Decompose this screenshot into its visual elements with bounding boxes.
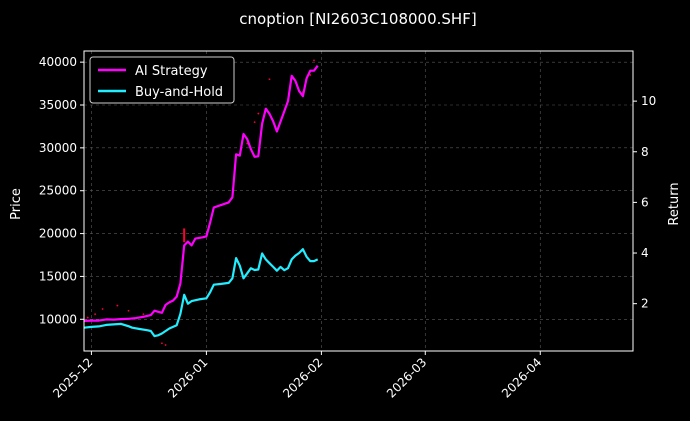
y-tick-label: 30000 xyxy=(39,141,77,155)
scatter-point xyxy=(313,59,315,62)
scatter-point xyxy=(101,308,104,310)
y2-axis-title: Return xyxy=(667,182,682,225)
y-axis-title: Price xyxy=(9,188,24,220)
scatter-point xyxy=(127,309,130,312)
y-tick-label: 35000 xyxy=(39,98,77,112)
grid xyxy=(84,51,633,351)
scatter-point xyxy=(268,78,271,81)
scatter-point xyxy=(164,344,167,346)
scatter-point xyxy=(142,313,145,316)
y2-tick-label: 6 xyxy=(641,195,649,209)
series-line-buy-and-hold xyxy=(83,248,319,338)
scatter-point xyxy=(309,74,312,76)
chart-title: cnoption [NI2603C108000.SHF] xyxy=(239,10,476,28)
y-tick-label: 10000 xyxy=(39,312,77,326)
scatter-point xyxy=(116,304,119,307)
legend-label-buy-and-hold: Buy-and-Hold xyxy=(135,85,223,100)
scatter-point xyxy=(253,121,256,124)
y2-tick-label: 2 xyxy=(641,297,649,311)
y2-tick-label: 10 xyxy=(641,94,656,108)
y2-tick-label: 4 xyxy=(641,246,649,260)
scatter-point xyxy=(86,316,89,319)
plot-frame xyxy=(83,50,634,352)
legend: AI Strategy Buy-and-Hold xyxy=(89,56,235,104)
y-axis-left: 10000 15000 20000 25000 30000 35000 40000 xyxy=(39,55,84,326)
y2-tick-label: 8 xyxy=(641,145,649,159)
scatter-point xyxy=(94,313,97,316)
y-tick-label: 15000 xyxy=(39,269,77,283)
y-tick-label: 40000 xyxy=(39,55,77,69)
series-line-ai-strategy xyxy=(83,65,319,322)
scatter-point xyxy=(257,112,260,115)
y-axis-right: 2 4 6 8 10 xyxy=(633,94,656,311)
y-tick-label: 20000 xyxy=(39,227,77,241)
series-lines xyxy=(83,65,319,338)
scatter-points xyxy=(86,59,315,346)
y-tick-label: 25000 xyxy=(39,184,77,198)
legend-label-ai-strategy: AI Strategy xyxy=(135,64,208,79)
scatter-point xyxy=(160,342,163,345)
